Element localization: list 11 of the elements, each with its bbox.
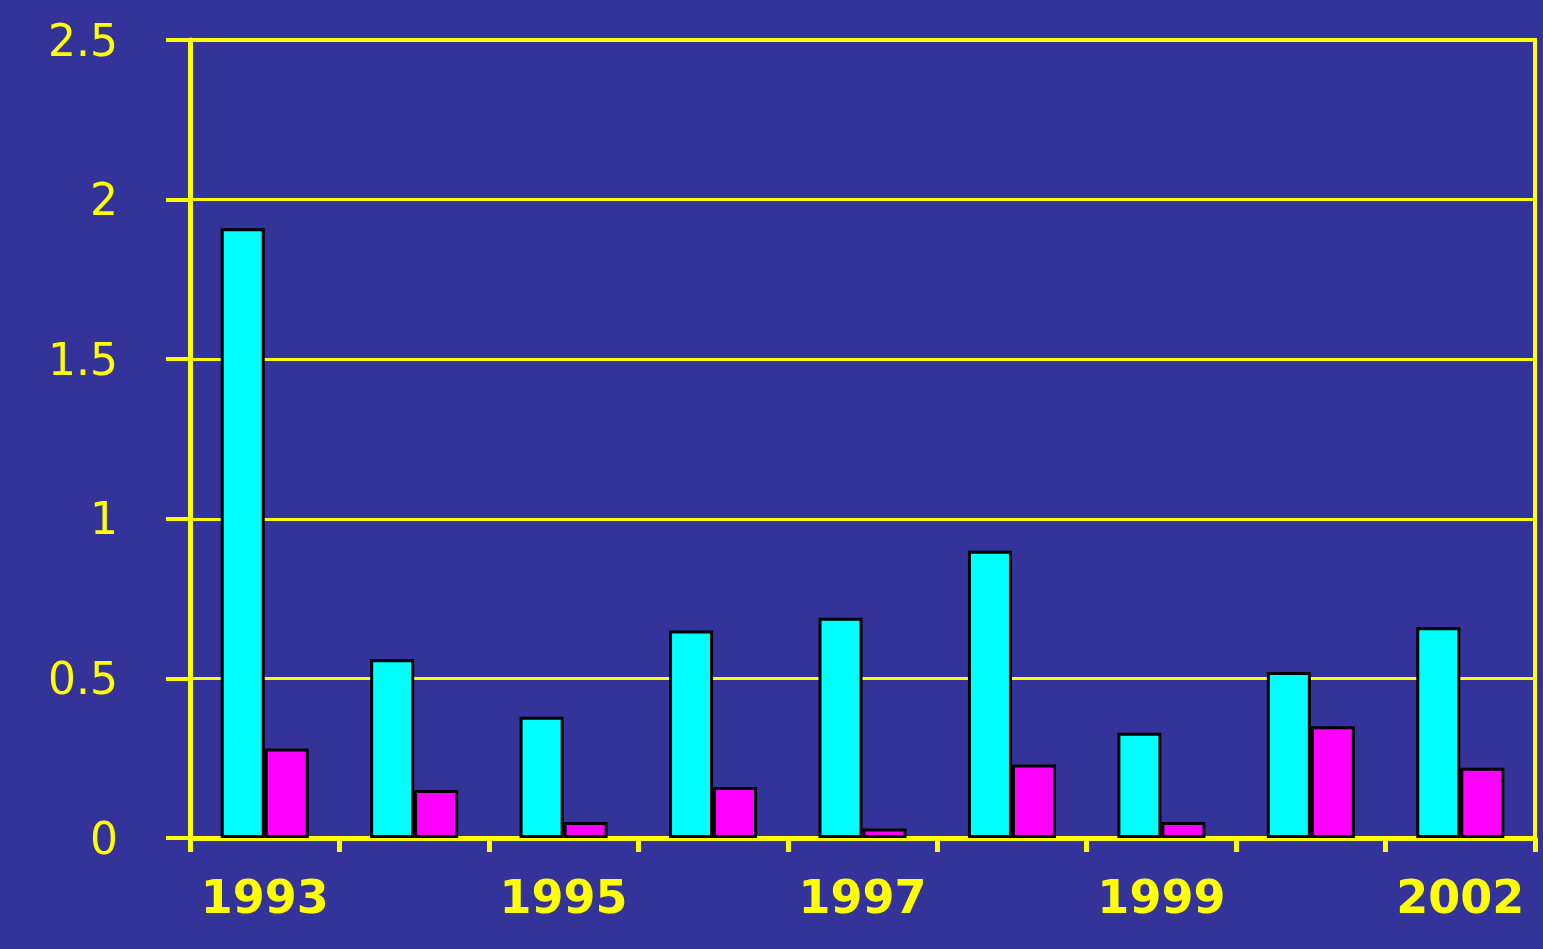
x-tick-label: 1993 bbox=[200, 870, 329, 924]
x-tick-label: 2002 bbox=[1396, 870, 1525, 924]
x-tick-label: 1999 bbox=[1097, 870, 1226, 924]
y-tick-label: 1.5 bbox=[48, 333, 118, 385]
x-tick-label: 1995 bbox=[499, 870, 628, 924]
y-tick-label: 2 bbox=[90, 174, 118, 226]
y-tick-label: 2.5 bbox=[48, 14, 118, 66]
x-tick-label: 1997 bbox=[798, 870, 927, 924]
y-tick-label: 1 bbox=[90, 493, 118, 545]
y-tick-label: 0.5 bbox=[48, 652, 118, 704]
y-tick-label: 0 bbox=[90, 812, 118, 864]
